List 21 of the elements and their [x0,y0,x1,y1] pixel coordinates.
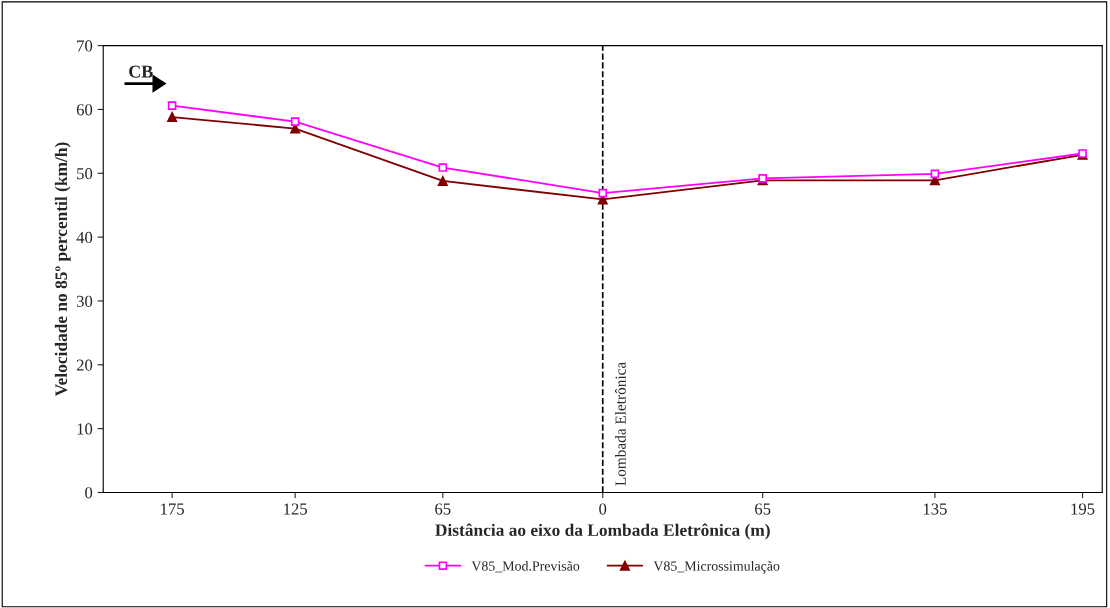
x-tick-label: 65 [755,503,771,515]
y-tick-label: 10 [77,423,93,435]
x-tick-label: 195 [1071,503,1095,515]
x-tick-label: 135 [923,503,947,515]
y-tick-label: 20 [76,359,93,371]
y-tick-label: 70 [77,40,93,52]
x-tick-label: 175 [161,503,184,515]
legend-label: V85_Mod.Previsão [471,560,580,573]
x-tick-label: 125 [284,503,308,515]
x-axis-title: Distância ao eixo da Lombada Eletrônica (m) [435,523,770,540]
y-tick-label: 60 [76,104,93,116]
x-tick-label: 65 [435,503,451,515]
y-axis-title: Velocidade no 85º percentil (km/h) [54,142,71,397]
y-tick-label: 40 [76,231,93,244]
y-tick-label: 30 [76,295,93,307]
y-tick-label: 0 [85,487,93,499]
annotation: CB [129,65,153,78]
x-tick-label: 0 [599,503,607,515]
ref-line-label: Lombada Eletrônica [615,362,626,486]
y-tick-label: 50 [77,167,93,180]
legend-label: V85_Microssimulação [653,560,780,574]
